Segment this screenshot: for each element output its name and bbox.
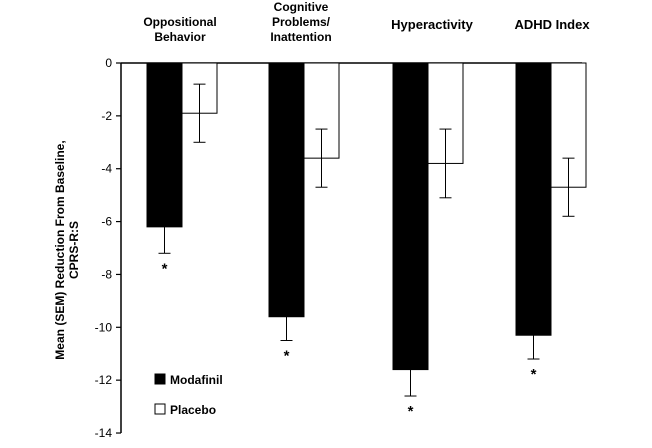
y-tick-label: -4 (101, 162, 112, 176)
category-labels: Oppositional Behavior Cognitive Problems/In… (143, 0, 590, 44)
category-label-line: Behavior (154, 30, 206, 44)
significance-markers: * * * * (162, 260, 537, 420)
category-label: Oppositional Behavior (143, 15, 216, 44)
category-label-line: Inattention (270, 30, 331, 44)
category-label: Cognitive Problems/Inattention (270, 0, 331, 44)
legend-label-modafinil: Modafinil (170, 373, 223, 387)
y-tick-label: -2 (101, 109, 112, 123)
category-label-line: Problems/ (272, 15, 331, 29)
legend: Modafinil Placebo (154, 373, 223, 417)
significance-star: * (408, 403, 414, 420)
y-tick-label: 0 (105, 56, 112, 70)
y-axis-title: Mean (SEM) Reduction From Baseline,CPRS-… (53, 140, 81, 359)
error-bars (158, 83, 575, 397)
y-tick-label: -6 (101, 215, 112, 229)
y-tick-label: -14 (95, 426, 113, 440)
significance-star: * (284, 348, 290, 365)
y-axis-title-line: CPRS-R:S (67, 221, 81, 279)
legend-swatch-modafinil (154, 373, 166, 385)
significance-star: * (162, 260, 168, 277)
category-label: Hyperactivity (391, 17, 473, 32)
bar-modafinil (392, 62, 429, 371)
bars (146, 62, 587, 371)
y-tick-label: -10 (95, 320, 113, 334)
significance-star: * (531, 366, 537, 383)
bar-modafinil (268, 62, 305, 318)
y-axis-title-line: Mean (SEM) Reduction From Baseline, (53, 140, 67, 359)
y-tick-label: -12 (95, 373, 113, 387)
category-label: ADHD Index (514, 17, 590, 32)
y-axis-title-text: Mean (SEM) Reduction From Baseline,CPRS-… (53, 140, 81, 359)
legend-swatch-placebo (154, 403, 166, 415)
legend-label-placebo: Placebo (170, 403, 216, 417)
bar-modafinil (515, 62, 552, 336)
category-label-line: Oppositional (143, 15, 216, 29)
category-label-line: ADHD Index (514, 17, 590, 32)
category-label-line: Cognitive (274, 0, 329, 14)
category-label-line: Hyperactivity (391, 17, 473, 32)
y-tick-label: -8 (101, 267, 112, 281)
bar-modafinil (146, 62, 183, 228)
